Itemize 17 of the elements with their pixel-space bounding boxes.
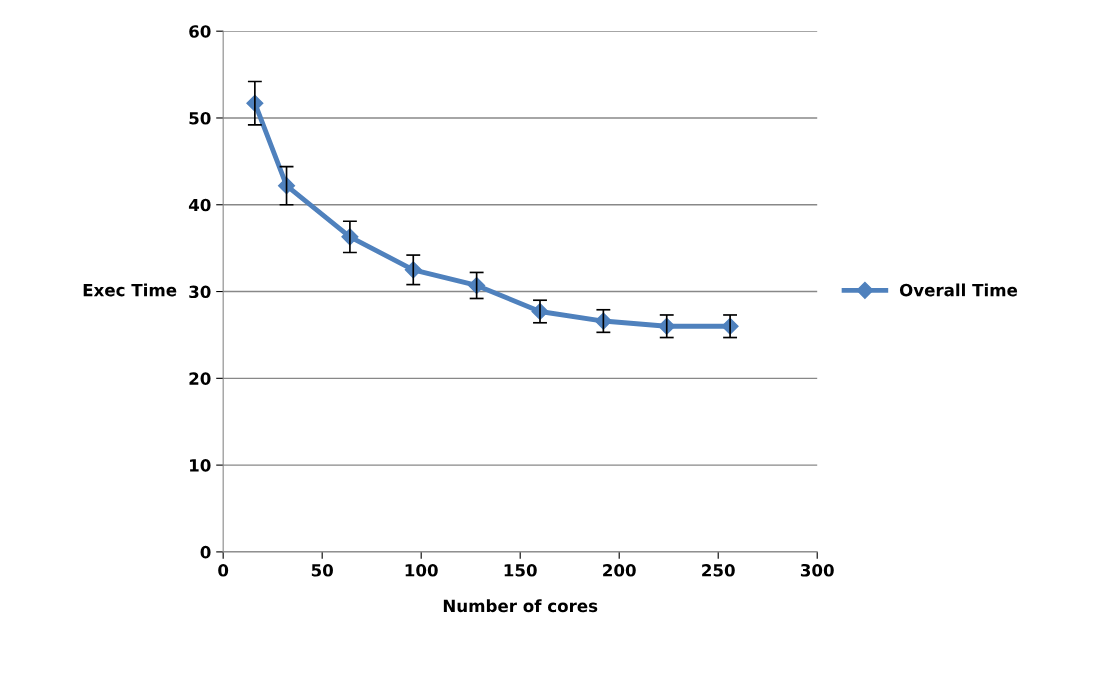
x-tick-label: 250 [702, 563, 735, 577]
x-tick-label: 300 [800, 563, 834, 577]
x-tick-label: 50 [311, 563, 333, 577]
y-axis-title: Exec Time [83, 283, 177, 297]
x-tick-label: 150 [504, 563, 537, 577]
legend-label: Overall Time [899, 283, 1018, 297]
y-tick-label: 50 [189, 111, 211, 125]
x-axis-title: Number of cores [443, 599, 598, 613]
y-tick-label: 40 [188, 198, 211, 212]
x-tick-label: 200 [603, 563, 636, 577]
x-tick-label: 100 [405, 563, 438, 577]
y-tick-label: 10 [190, 459, 211, 472]
y-tick-label: 60 [189, 25, 211, 38]
x-tick-label: 0 [218, 563, 229, 577]
y-tick-label: 30 [189, 285, 211, 299]
y-tick-label: 0 [200, 545, 211, 559]
y-tick-label: 20 [189, 372, 211, 385]
